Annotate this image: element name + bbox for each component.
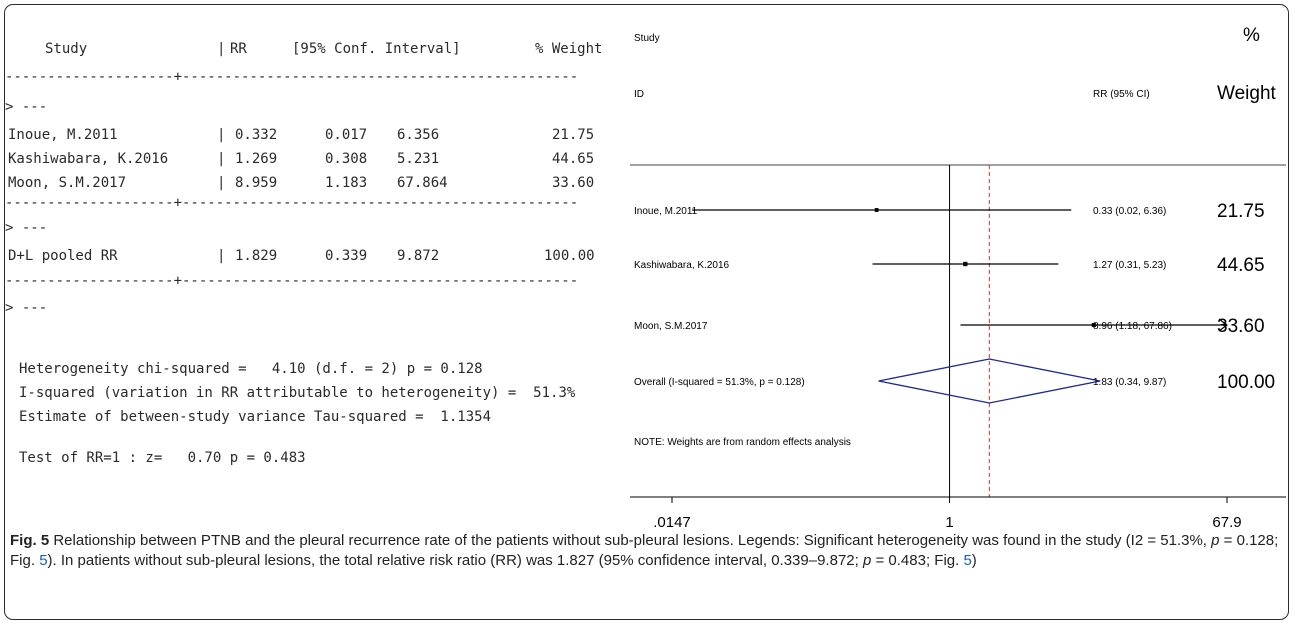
overall-ci-text: 1.83 (0.34, 9.87) — [1093, 377, 1166, 388]
col-header-study: Study — [45, 41, 88, 57]
overall-label: Overall (I-squared = 51.3%, p = 0.128) — [634, 377, 805, 388]
stata-output: Study RR [95% Conf. Interval] % Weight |… — [5, 5, 630, 535]
forest-header-weight: Weight — [1217, 83, 1277, 104]
study-label: Moon, S.M.2017 — [634, 321, 708, 332]
pooled-weight: 100.00 — [544, 248, 595, 264]
pooled-study: D+L pooled RR — [8, 248, 118, 264]
table-row-weight: 21.75 — [552, 127, 595, 143]
caption-text: = 0.128; Fig. — [10, 532, 1279, 569]
forest-plot: Study ID RR (95% CI)% Weight Inoue, M.2011 0.… — [630, 5, 1286, 535]
table-rule: --------------------+-------------------… — [5, 273, 579, 289]
table-separator: | — [217, 151, 226, 167]
table-row-study: Kashiwabara, K.2016 — [8, 151, 169, 167]
table-row-hi: 6.356 — [397, 127, 440, 143]
forest-header-rr: RR (95% CI) — [1093, 89, 1150, 100]
table-row-rr: 8.959 — [235, 175, 278, 191]
study-ci-text: 0.33 (0.02, 6.36) — [1093, 206, 1166, 217]
group-marker: > --- — [5, 300, 48, 316]
table-rule: --------------------+-------------------… — [5, 69, 579, 85]
caption-p-symbol: p — [862, 552, 872, 569]
caption-label: Fig. 5 — [10, 532, 50, 549]
study-ci-text: 8.96 (1.18, 67.86) — [1093, 321, 1172, 332]
col-header-ci: [95% Conf. Interval] — [292, 41, 461, 57]
forest-header-pct: % — [1243, 25, 1260, 46]
overall-diamond — [878, 358, 1101, 404]
table-row-study: Inoue, M.2011 — [8, 127, 118, 143]
pooled-lo: 0.339 — [325, 248, 368, 264]
table-separator: | — [217, 127, 226, 143]
col-header-weight: % Weight — [535, 41, 603, 57]
table-row-hi: 67.864 — [397, 175, 448, 191]
study-label: Inoue, M.2011 — [634, 206, 698, 217]
point-estimate-dot — [1091, 323, 1096, 327]
stat-test: Test of RR=1 : z= 0.70 p = 0.483 — [19, 450, 306, 466]
stat-tau-squared: Estimate of between-study variance Tau-s… — [19, 409, 492, 425]
caption-p-symbol: p — [1211, 532, 1220, 549]
pooled-hi: 9.872 — [397, 248, 440, 264]
pooled-rr: 1.829 — [235, 248, 278, 264]
table-separator: | — [217, 248, 226, 264]
table-row-lo: 1.183 — [325, 175, 368, 191]
table-separator: | — [217, 41, 226, 57]
caption-text: = 0.483; Fig. — [871, 552, 964, 569]
table-row-rr: 1.269 — [235, 151, 278, 167]
stat-heterogeneity: Heterogeneity chi-squared = 4.10 (d.f. =… — [19, 361, 483, 377]
forest-header-study: Study — [634, 33, 660, 44]
caption-text: ) — [971, 552, 977, 569]
study-label: Kashiwabara, K.2016 — [634, 260, 730, 271]
forest-header-id: ID — [634, 89, 644, 100]
x-tick-label: 1 — [945, 514, 953, 531]
table-row-lo: 0.308 — [325, 151, 368, 167]
x-tick-label: .0147 — [653, 514, 691, 531]
forest-note: NOTE: Weights are from random effects an… — [634, 437, 851, 448]
table-row-study: Moon, S.M.2017 — [8, 175, 127, 191]
overall-weight: 100.00 — [1217, 372, 1275, 393]
table-rule: --------------------+-------------------… — [5, 195, 579, 211]
table-row-weight: 33.60 — [552, 175, 595, 191]
forest-plot-svg: Study ID RR (95% CI)% Weight Inoue, M.2011 0.… — [630, 25, 1286, 531]
x-tick-label: 67.9 — [1212, 514, 1241, 531]
stat-i-squared: I-squared (variation in RR attributable … — [19, 385, 576, 401]
table-row-hi: 5.231 — [397, 151, 440, 167]
study-weight: 21.75 — [1217, 201, 1265, 222]
caption-figure-link[interactable]: 5 — [963, 552, 972, 569]
table-row-weight: 44.65 — [552, 151, 595, 167]
group-marker: > --- — [5, 99, 48, 115]
caption-text: Relationship between PTNB and the pleura… — [49, 532, 1212, 549]
table-row-rr: 0.332 — [235, 127, 278, 143]
figure-frame: Study RR [95% Conf. Interval] % Weight |… — [4, 4, 1289, 620]
study-weight: 33.60 — [1217, 316, 1265, 337]
col-header-rr: RR — [230, 41, 247, 57]
caption-text: ). In patients without sub-pleural lesio… — [47, 552, 863, 569]
table-separator: | — [217, 175, 226, 191]
study-weight: 44.65 — [1217, 255, 1265, 276]
ci-arrow — [1218, 318, 1228, 332]
figure-caption: Fig. 5 Relationship between PTNB and the… — [5, 531, 1280, 571]
study-ci-text: 1.27 (0.31, 5.23) — [1093, 260, 1166, 271]
point-estimate-dot — [963, 262, 968, 266]
point-estimate-dot — [874, 208, 879, 212]
group-marker: > --- — [5, 220, 48, 236]
table-row-lo: 0.017 — [325, 127, 368, 143]
caption-figure-link[interactable]: 5 — [39, 552, 48, 569]
